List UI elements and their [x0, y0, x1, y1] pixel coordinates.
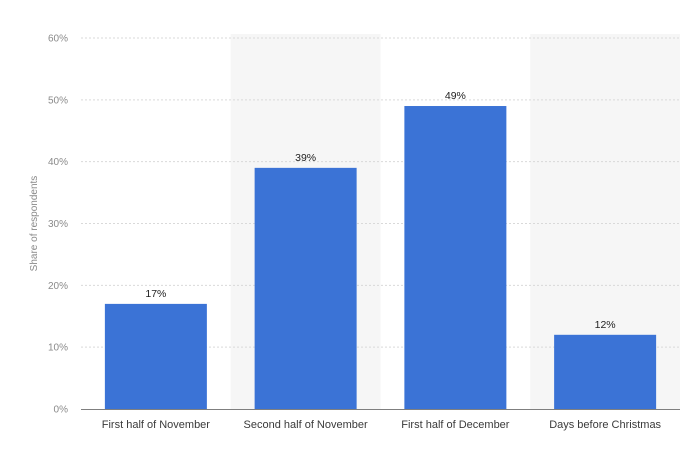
bar [254, 167, 357, 409]
x-tick-label: Days before Christmas [549, 419, 661, 431]
y-tick-label: 50% [48, 95, 68, 106]
x-axis-ticks: First half of November Second half of Nov… [102, 419, 662, 431]
y-axis-ticks: 0% 10% 20% 30% 40% 50% 60% [48, 34, 68, 416]
bar-value-labels: 17% 39% 49% 12% [145, 90, 615, 331]
x-tick-label: First half of December [401, 419, 510, 431]
y-axis-label: Share of respondents [29, 176, 40, 272]
y-tick-label: 10% [48, 343, 68, 354]
bar-value-label: 12% [595, 319, 616, 331]
y-tick-label: 60% [48, 34, 68, 45]
bar-value-label: 49% [445, 90, 466, 102]
bar [554, 334, 657, 409]
y-tick-label: 0% [54, 405, 69, 416]
y-tick-label: 20% [48, 281, 68, 292]
bar-value-label: 39% [295, 152, 316, 164]
x-tick-label: First half of November [102, 419, 211, 431]
y-tick-label: 40% [48, 157, 68, 168]
bars [104, 106, 657, 410]
x-tick-label: Second half of November [244, 419, 368, 431]
bar [104, 303, 207, 409]
bar-value-label: 17% [145, 288, 166, 300]
bar [404, 106, 507, 410]
y-tick-label: 30% [48, 219, 68, 230]
